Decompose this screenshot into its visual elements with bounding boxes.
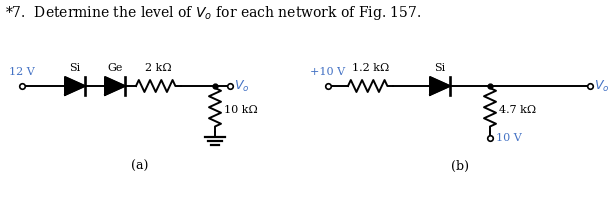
Text: Ge: Ge bbox=[107, 63, 123, 73]
Text: *7.  Determine the level of $V_o$ for each network of Fig. 157.: *7. Determine the level of $V_o$ for eac… bbox=[5, 4, 421, 22]
Polygon shape bbox=[105, 77, 125, 95]
Polygon shape bbox=[65, 77, 85, 95]
Text: $V_o$: $V_o$ bbox=[594, 79, 609, 94]
Text: 10 V: 10 V bbox=[496, 133, 522, 143]
Text: (a): (a) bbox=[131, 160, 149, 173]
Polygon shape bbox=[430, 77, 450, 95]
Text: Si: Si bbox=[435, 63, 446, 73]
Text: 1.2 kΩ: 1.2 kΩ bbox=[352, 63, 389, 73]
Text: 2 kΩ: 2 kΩ bbox=[145, 63, 172, 73]
Text: +10 V: +10 V bbox=[310, 67, 346, 77]
Text: Si: Si bbox=[69, 63, 81, 73]
Text: $V_o$: $V_o$ bbox=[234, 79, 249, 94]
Text: 4.7 kΩ: 4.7 kΩ bbox=[499, 105, 536, 115]
Text: 10 kΩ: 10 kΩ bbox=[224, 105, 257, 115]
Text: 12 V: 12 V bbox=[9, 67, 35, 77]
Text: (b): (b) bbox=[451, 160, 469, 173]
